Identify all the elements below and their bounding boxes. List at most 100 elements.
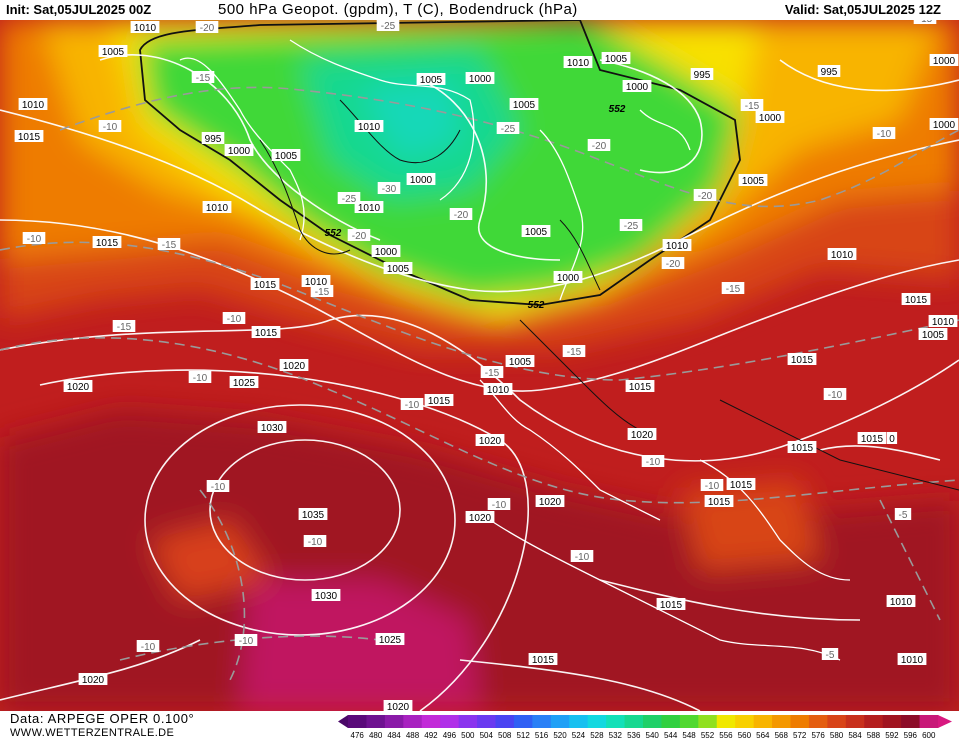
contour-552 [139, 19, 741, 306]
pressure-label: 1000 [929, 54, 959, 67]
legend-value: 508 [498, 731, 512, 739]
temperature-label-text: -25 [381, 21, 396, 32]
pressure-label-text: 1000 [375, 247, 398, 258]
legend-swatch [421, 715, 441, 728]
pressure-label: 1000 [371, 245, 401, 258]
pressure-label: 1000 [929, 118, 959, 131]
pressure-label-text: 1015 [255, 328, 278, 339]
color-legend: 476 480 484 488 492 496 500 504 508 512 516 520 524 5… [338, 715, 952, 739]
pressure-label-text: 1025 [233, 378, 256, 389]
isobars [0, 54, 959, 712]
temperature-label: -5 [894, 508, 912, 521]
legend-value: 516 [535, 731, 549, 739]
pressure-label: 1010 [563, 56, 593, 69]
legend-value: 476 [351, 731, 365, 739]
legend-swatch [477, 715, 496, 728]
legend-value: 568 [775, 731, 789, 739]
pressure-label: 995 [201, 132, 225, 145]
geopotential-labels: 552 552 552 [325, 104, 626, 311]
pressure-label-text: 1020 [469, 513, 492, 524]
legend-value: 572 [793, 731, 807, 739]
pressure-label-text: 1010 [358, 122, 381, 133]
temperature-label-text: -10 [239, 636, 254, 647]
temperature-label: -10 [400, 398, 424, 411]
pressure-label-text: 1020 [283, 361, 306, 372]
temperature-label-text: -15 [117, 322, 132, 333]
pressure-label: 1005 [505, 355, 535, 368]
legend-swatch [643, 715, 662, 728]
legend-swatch [366, 715, 386, 728]
temperature-label: -10 [487, 498, 511, 511]
pressure-label: 1015 [250, 278, 280, 291]
pressure-label: 995 [690, 68, 714, 81]
pressure-label-text: 1020 [479, 436, 502, 447]
pressure-label: 1020 [465, 511, 495, 524]
legend-value: 540 [646, 731, 660, 739]
temperature-label-text: -5 [826, 650, 835, 661]
pressure-label: 1015 [704, 495, 734, 508]
pressure-label: 1015 [787, 353, 817, 366]
legend-value: 588 [867, 731, 881, 739]
temperature-label-text: -20 [454, 210, 469, 221]
pressure-label: 1005 [918, 328, 948, 341]
temperature-label: -25 [619, 219, 643, 232]
pressure-label: 1005 [738, 174, 768, 187]
temperature-label: -10 [222, 312, 246, 325]
legend-swatch [679, 715, 699, 728]
pressure-label: 1035 [298, 508, 328, 521]
header-bar: Init: Sat,05JUL2025 00Z 500 hPa Geopot. … [0, 0, 959, 20]
map-title: 500 hPa Geopot. (gpdm), T (C), Bodendruc… [218, 1, 578, 18]
pressure-label: 1015 [787, 441, 817, 454]
legend-swatch [845, 715, 865, 728]
legend-swatch [513, 715, 533, 728]
pressure-label: 1000 [224, 144, 254, 157]
pressure-label: 1015 [901, 293, 931, 306]
pressure-label-text: 1020 [387, 702, 410, 711]
pressure-label-text: 1015 [730, 480, 753, 491]
temperature-label: -20 [347, 229, 371, 242]
pressure-label-text: 1010 [932, 317, 955, 328]
pressure-label: 1010 [662, 239, 692, 252]
legend-value: 564 [756, 731, 770, 739]
pressure-label: 1010 [354, 201, 384, 214]
pressure-label-text: 1015 [660, 600, 683, 611]
pressure-label-text: 1020 [82, 675, 105, 686]
legend-value: 584 [848, 731, 862, 739]
temperature-label: -15 [562, 345, 586, 358]
pressure-label-text: 995 [694, 70, 711, 81]
pressure-label: 1000 [406, 173, 436, 186]
legend-swatch [808, 715, 828, 728]
pressure-label-text: 1015 [708, 497, 731, 508]
pressure-label-text: 1005 [102, 47, 125, 58]
temperature-label-text: -10 [211, 482, 226, 493]
pressure-label-text: 1030 [315, 591, 338, 602]
legend-swatch [624, 715, 644, 728]
temperature-label-text: -20 [666, 259, 681, 270]
pressure-label: 1030 [257, 421, 287, 434]
pressure-label: 995 [817, 65, 841, 78]
pressure-label: 1015 [14, 130, 44, 143]
temperature-label-text: -30 [382, 184, 397, 195]
temperature-label-text: -10 [492, 500, 507, 511]
pressure-label: 1010 [483, 383, 513, 396]
pressure-label: 1015 [424, 394, 454, 407]
legend-swatch [827, 715, 847, 728]
pressure-label: 1010 [354, 120, 384, 133]
temperature-label: -25 [496, 122, 520, 135]
temperature-label: -20 [587, 139, 611, 152]
pressure-label: 1020 [475, 434, 505, 447]
temperature-label: -15 [740, 99, 764, 112]
legend-value: 480 [369, 731, 383, 739]
legend-swatch [606, 715, 626, 728]
pressure-label-text: 1015 [629, 382, 652, 393]
temperature-label-text: -10 [405, 400, 420, 411]
pressure-label: 1005 [271, 149, 301, 162]
legend-arrow-left-icon [338, 715, 348, 728]
legend-swatch [440, 715, 460, 728]
legend-swatch [532, 715, 552, 728]
pressure-label: 1015 [857, 432, 887, 445]
temperature-label: -10 [22, 232, 46, 245]
legend-value: 504 [480, 731, 494, 739]
temperature-label: -25 [376, 19, 400, 32]
geopotential-label: 552 [325, 228, 342, 239]
